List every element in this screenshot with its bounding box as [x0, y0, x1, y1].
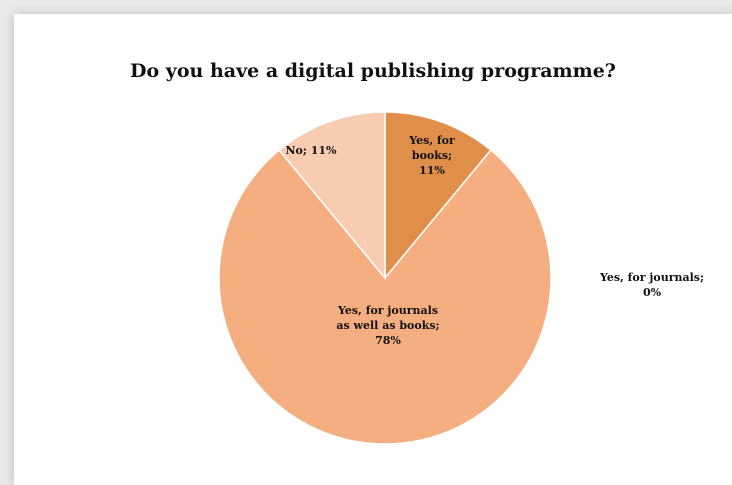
slice-label-yes-for-journals: Yes, for journals; 0% — [574, 270, 730, 300]
slice-label-line: No; 11% — [285, 144, 337, 157]
slice-label-line: 0% — [642, 286, 662, 299]
slice-label-line: 11% — [419, 164, 445, 177]
pie-slice-yes-for-books — [384, 111, 492, 281]
slice-label-line: Yes, for journals; — [599, 271, 705, 284]
pie-slice-yes-for-journals-as-well-as-books — [218, 149, 552, 445]
slice-label-line: as well as books; — [336, 319, 439, 332]
chart-frame: Do you have a digital publishing program… — [14, 14, 732, 485]
slice-label-line: 78% — [375, 334, 401, 347]
slice-label-yes-for-journals-as-well-as-books: Yes, for journals as well as books; 78% — [336, 304, 439, 347]
slice-label-line: books; — [412, 149, 452, 162]
slice-label-no: No; 11% — [285, 144, 337, 157]
pie-chart: Yes, for books; 11% Yes, for journals as wel… — [218, 111, 552, 445]
pie-slice-no — [278, 111, 386, 281]
slice-label-line: Yes, for — [408, 134, 455, 147]
slice-label-yes-for-books: Yes, for books; 11% — [408, 134, 455, 177]
chart-title: Do you have a digital publishing program… — [130, 60, 616, 82]
slice-label-line: Yes, for journals — [337, 304, 438, 317]
